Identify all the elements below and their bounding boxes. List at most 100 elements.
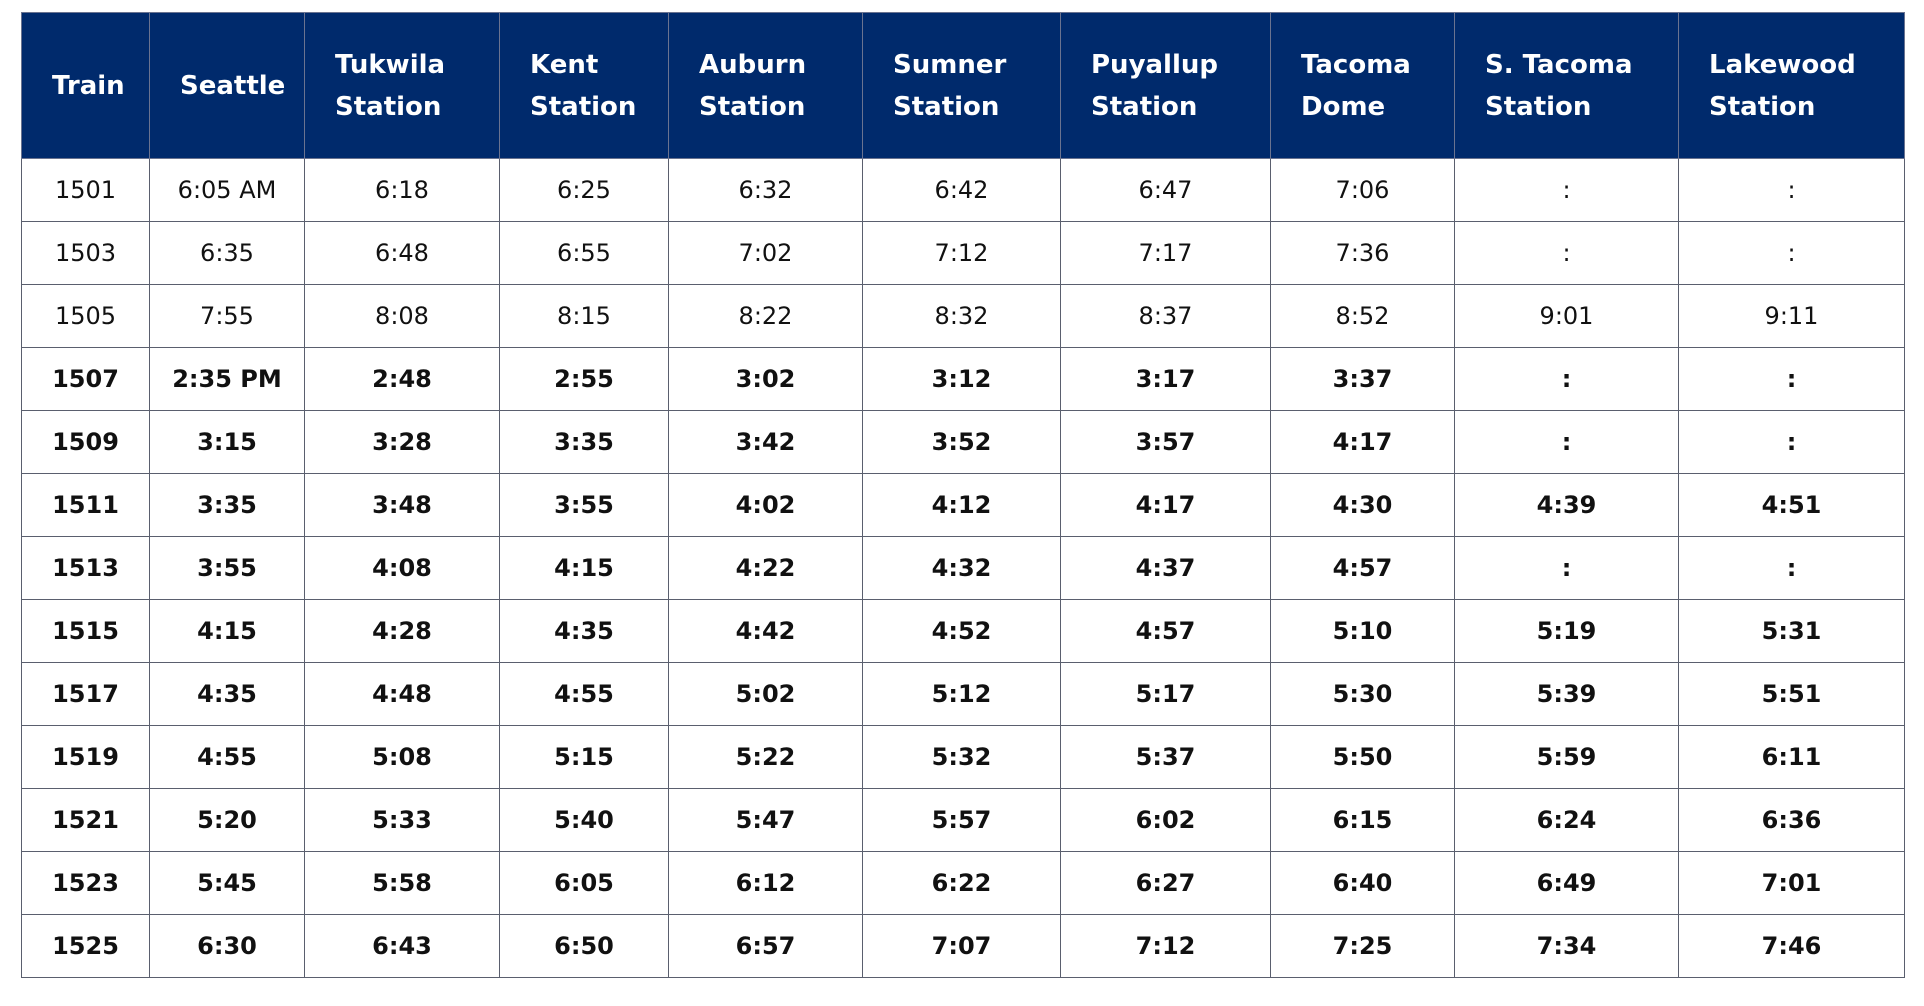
schedule-row: 1515 4:15 4:28 4:35 4:42 4:52 4:57 5:10 5:19 5:31: [21, 599, 1905, 663]
time-cell: 4:35: [149, 662, 305, 726]
header-line: Sumner: [893, 49, 1007, 80]
time-cell: 6:05: [499, 851, 669, 915]
time-cell: 5:47: [668, 788, 863, 852]
time-cell: 4:02: [668, 473, 863, 537]
time-cell: 6:36: [1678, 788, 1905, 852]
time-cell: :: [1678, 347, 1905, 411]
schedule-row: 1501 6:05 AM 6:18 6:25 6:32 6:42 6:47 7:06::: [21, 158, 1905, 222]
header-line: Station: [335, 91, 442, 122]
time-cell: :: [1678, 536, 1905, 600]
time-cell: 6:12: [668, 851, 863, 915]
schedule-row: 1513 3:55 4:08 4:15 4:22 4:32 4:37 4:57::: [21, 536, 1905, 600]
time-cell: 2:55: [499, 347, 669, 411]
time-cell: 6:49: [1454, 851, 1679, 915]
time-cell: 6:27: [1060, 851, 1271, 915]
time-cell: 8:52: [1270, 284, 1455, 348]
time-cell: 6:43: [304, 914, 500, 978]
time-cell: 5:57: [862, 788, 1061, 852]
time-cell: 7:55: [149, 284, 305, 348]
header-cell: S. Tacoma Station: [1454, 12, 1679, 159]
time-cell: 9:01: [1454, 284, 1679, 348]
time-cell: 3:02: [668, 347, 863, 411]
time-cell: 6:50: [499, 914, 669, 978]
time-cell: 5:45: [149, 851, 305, 915]
time-cell: 6:40: [1270, 851, 1455, 915]
train-number: 1521: [21, 788, 150, 852]
time-cell: 5:12: [862, 662, 1061, 726]
time-cell: 7:06: [1270, 158, 1455, 222]
time-cell: 4:08: [304, 536, 500, 600]
header-line: Station: [699, 91, 806, 122]
time-cell: 8:37: [1060, 284, 1271, 348]
time-cell: 4:17: [1060, 473, 1271, 537]
train-number: 1519: [21, 725, 150, 789]
time-cell: 6:22: [862, 851, 1061, 915]
time-cell: 3:17: [1060, 347, 1271, 411]
time-cell: 7:34: [1454, 914, 1679, 978]
header-line: S. Tacoma: [1485, 49, 1633, 80]
time-cell: 4:55: [499, 662, 669, 726]
time-cell: 7:46: [1678, 914, 1905, 978]
schedule-row: 1509 3:15 3:28 3:35 3:42 3:52 3:57 4:17::: [21, 410, 1905, 474]
time-cell: 5:08: [304, 725, 500, 789]
time-cell: 4:57: [1060, 599, 1271, 663]
header-line: Puyallup: [1091, 49, 1219, 80]
time-cell: 8:32: [862, 284, 1061, 348]
time-cell: 6:42: [862, 158, 1061, 222]
time-cell: 6:11: [1678, 725, 1905, 789]
header-line: Station: [893, 91, 1000, 122]
time-cell: :: [1678, 410, 1905, 474]
schedule-row: 1507 2:35 PM 2:48 2:55 3:02 3:12 3:17 3:37::: [21, 347, 1905, 411]
time-cell: 4:22: [668, 536, 863, 600]
time-cell: 6:24: [1454, 788, 1679, 852]
time-cell: 4:28: [304, 599, 500, 663]
time-cell: 5:17: [1060, 662, 1271, 726]
time-cell: 7:02: [668, 221, 863, 285]
header-line: Dome: [1301, 91, 1386, 122]
header-cell: Train: [21, 12, 150, 159]
time-cell: 8:15: [499, 284, 669, 348]
time-cell: 3:57: [1060, 410, 1271, 474]
train-number: 1525: [21, 914, 150, 978]
time-cell: 4:17: [1270, 410, 1455, 474]
time-cell: 7:12: [862, 221, 1061, 285]
time-cell: 4:39: [1454, 473, 1679, 537]
time-cell: 3:28: [304, 410, 500, 474]
time-cell: 6:30: [149, 914, 305, 978]
time-cell: 8:22: [668, 284, 863, 348]
train-number: 1513: [21, 536, 150, 600]
time-cell: 4:35: [499, 599, 669, 663]
time-cell: 9:11: [1678, 284, 1905, 348]
time-cell: 7:12: [1060, 914, 1271, 978]
train-number: 1507: [21, 347, 150, 411]
schedule-row: 1503 6:35 6:48 6:55 7:02 7:12 7:17 7:36::: [21, 221, 1905, 285]
train-number: 1509: [21, 410, 150, 474]
time-cell: 6:57: [668, 914, 863, 978]
time-cell: 5:30: [1270, 662, 1455, 726]
schedule-row: 1525 6:30 6:43 6:50 6:57 7:07 7:12 7:25 7:34 7:46: [21, 914, 1905, 978]
header-cell: Seattle: [149, 12, 305, 159]
time-cell: 3:55: [149, 536, 305, 600]
time-cell: 6:55: [499, 221, 669, 285]
time-cell: :: [1678, 158, 1905, 222]
time-cell: 3:12: [862, 347, 1061, 411]
time-cell: 5:31: [1678, 599, 1905, 663]
train-number: 1505: [21, 284, 150, 348]
header-cell: Tukwila Station: [304, 12, 500, 159]
time-cell: 4:48: [304, 662, 500, 726]
time-cell: 5:33: [304, 788, 500, 852]
time-cell: 5:10: [1270, 599, 1455, 663]
time-cell: 6:48: [304, 221, 500, 285]
header-row: Train Seattle Tukwila Station Kent Station Aub…: [21, 12, 1905, 159]
time-cell: 3:37: [1270, 347, 1455, 411]
time-cell: 3:48: [304, 473, 500, 537]
header-line: Tacoma: [1301, 49, 1411, 80]
time-cell: 7:36: [1270, 221, 1455, 285]
time-cell: 3:35: [149, 473, 305, 537]
time-cell: :: [1678, 221, 1905, 285]
time-cell: :: [1454, 410, 1679, 474]
header-line: Auburn: [699, 49, 807, 80]
time-cell: 5:40: [499, 788, 669, 852]
time-cell: 6:18: [304, 158, 500, 222]
